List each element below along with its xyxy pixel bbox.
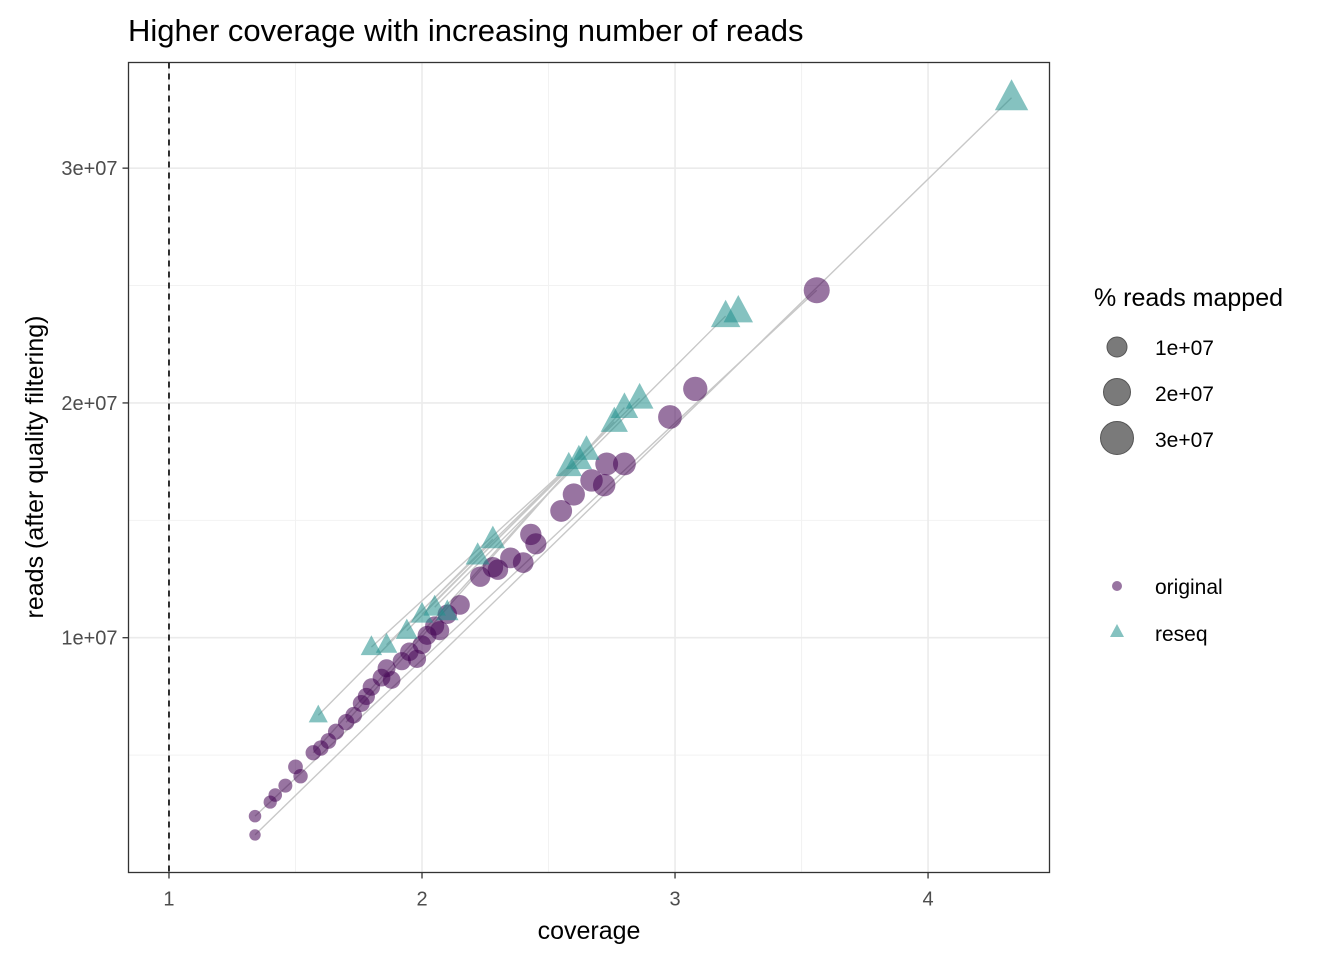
point-original (248, 809, 262, 823)
y-tick-label: 2e+07 (61, 393, 117, 415)
point-reseq (423, 594, 446, 616)
y-tick-label: 3e+07 (61, 158, 117, 180)
size-legend-key-large (1100, 421, 1134, 455)
legend-key-reseq (1110, 624, 1124, 637)
point-reseq (600, 406, 628, 432)
point-original (562, 483, 585, 506)
point-original (382, 671, 401, 689)
size-legend-label: 2e+07 (1155, 383, 1214, 406)
size-legend-key-small (1106, 336, 1128, 358)
point-original (407, 649, 427, 668)
point-original (658, 405, 682, 429)
legend-label-original: original (1155, 576, 1223, 599)
point-original (249, 829, 261, 841)
y-axis-title: reads (after quality filtering) (21, 316, 49, 619)
x-tick-label: 1 (163, 889, 174, 911)
point-original (525, 533, 547, 555)
point-reseq (360, 635, 383, 656)
chart-title: Higher coverage with increasing number o… (128, 13, 803, 48)
point-original (595, 452, 619, 476)
point-original (683, 376, 708, 401)
point-original (550, 499, 573, 522)
point-reseq (480, 525, 506, 549)
point-original (268, 788, 283, 802)
size-legend-title: % reads mapped (1094, 284, 1283, 312)
point-reseq (994, 79, 1029, 111)
point-original (803, 277, 830, 304)
legend-label-reseq: reseq (1155, 623, 1208, 646)
point-reseq (610, 392, 639, 418)
point-reseq (723, 295, 754, 323)
point-original (293, 769, 308, 784)
size-legend-label: 1e+07 (1155, 337, 1214, 360)
point-original (430, 621, 450, 641)
point-reseq (625, 382, 654, 409)
point-reseq (375, 632, 398, 653)
x-axis-title: coverage (538, 917, 641, 945)
point-reseq (308, 704, 328, 723)
x-tick-label: 2 (416, 889, 427, 911)
point-reseq (465, 542, 490, 565)
x-tick-label: 3 (669, 889, 680, 911)
x-tick-label: 4 (922, 889, 933, 911)
y-axis-ticks: 1e+07 2e+07 3e+07 (61, 158, 129, 650)
y-tick-label: 1e+07 (61, 628, 117, 650)
shape-legend: original reseq (1110, 576, 1223, 646)
size-legend-key-medium (1103, 378, 1131, 406)
point-reseq (410, 601, 434, 623)
data-points (248, 79, 1029, 841)
point-original (512, 552, 534, 573)
point-original (450, 594, 470, 615)
point-original (592, 473, 616, 497)
point-reseq (436, 599, 459, 621)
point-original (278, 778, 293, 793)
connector-line (421, 397, 641, 615)
grid-lines (128, 62, 1050, 873)
point-reseq (573, 435, 600, 460)
x-axis-ticks: 1 2 3 4 (163, 872, 934, 911)
plot-panel-border (127, 61, 1051, 874)
size-legend-label: 3e+07 (1155, 429, 1214, 452)
point-reseq (395, 618, 418, 639)
legend-key-original (1112, 581, 1122, 591)
size-legend: % reads mapped 1e+07 2e+07 3e+07 (1094, 284, 1283, 455)
point-original (612, 452, 636, 476)
